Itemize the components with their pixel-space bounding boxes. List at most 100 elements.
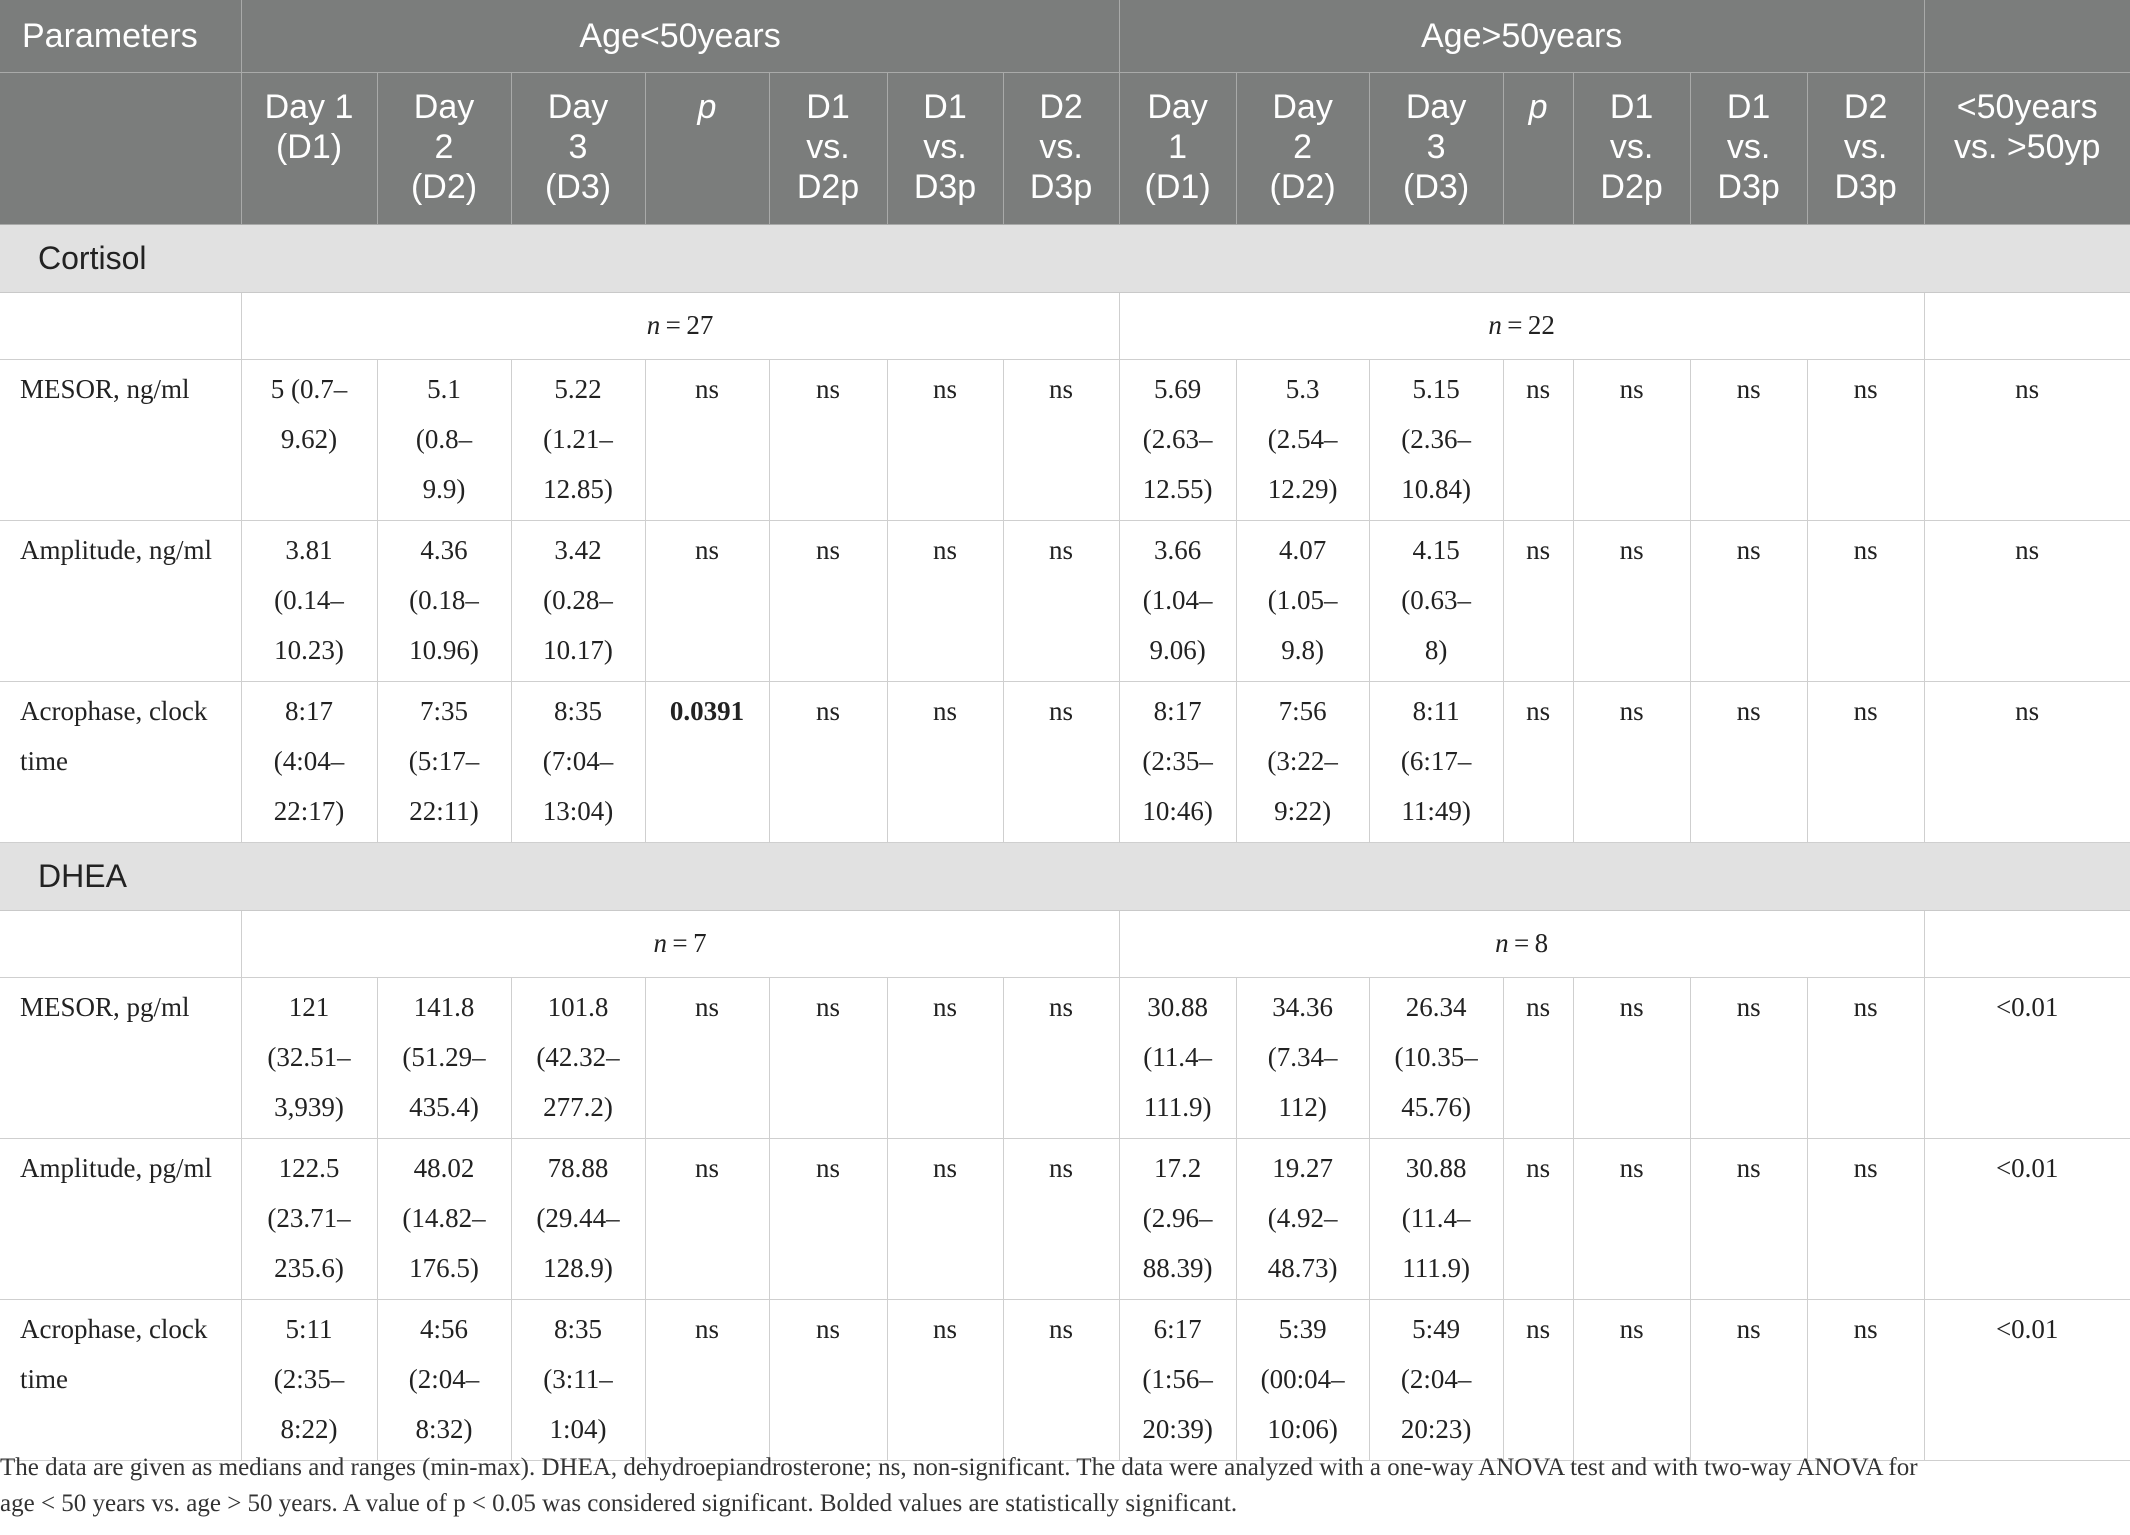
table-cell: ns — [1573, 681, 1691, 843]
table-cell: ns — [1924, 520, 2130, 682]
cell-line: 45.76) — [1401, 1091, 1471, 1122]
subheader-row: Day 1 (D1) Day 2 (D2) Day 3 (D3) p D1 vs. D2p D1 vs. D… — [0, 72, 2130, 225]
cell-line: ns — [694, 1313, 719, 1344]
cell-line: 9.9) — [422, 473, 466, 504]
under50-subheader-5-l1: D1 — [923, 87, 967, 126]
sample-size-value: 22 — [1527, 310, 1555, 340]
cell-line: ns — [932, 1313, 957, 1344]
cell-line: 8:35 — [553, 1313, 602, 1344]
cell-line: 13:04) — [542, 795, 614, 826]
under50-subheader-3: p — [645, 72, 770, 225]
table-cell: 19.27 (4.92– 48.73) — [1236, 1138, 1370, 1300]
table-cell: ns — [769, 1138, 888, 1300]
cell-line: ns — [1049, 534, 1074, 565]
cell-line: ns — [1736, 373, 1761, 404]
cell-line: (2.36– — [1401, 423, 1471, 454]
cell-line: 10:46) — [1142, 795, 1213, 826]
sample-size-value: 27 — [686, 310, 714, 340]
table-row: Amplitude, ng/ml 3.81 (0.14– 10.23) 4.36 (0.1… — [0, 520, 2130, 682]
section-title: DHEA — [0, 841, 2130, 911]
cell-line: (2:04– — [1400, 1363, 1472, 1394]
table-cell: ns — [1503, 681, 1574, 843]
cell-line: 48.02 — [413, 1152, 475, 1183]
cell-line: ns — [2015, 373, 2040, 404]
results-table: Parameters Age<50years Age>50years Day 1… — [0, 0, 2130, 1461]
cell-line: <0.01 — [1995, 1313, 2059, 1344]
table-cell: ns — [645, 1138, 770, 1300]
section-row: Cortisol — [0, 223, 2130, 293]
table-cell: ns — [1573, 359, 1691, 521]
cell-line: (00:04– — [1260, 1363, 1345, 1394]
under50-subheader-1-l1: Day — [413, 87, 475, 126]
table-cell: ns — [1003, 1138, 1120, 1300]
sample-size-value: 8 — [1534, 928, 1549, 958]
cell-line: ns — [815, 1313, 840, 1344]
cell-line: ns — [1619, 695, 1644, 726]
cell-line: 9.06) — [1149, 634, 1206, 665]
cell-line: ns — [815, 534, 840, 565]
cell-line: 122.5 — [278, 1152, 340, 1183]
cell-line: 5:11 — [285, 1313, 333, 1344]
table-cell: 5:49 (2:04– 20:23) — [1369, 1299, 1504, 1461]
over50-subheader-6-l2: vs. — [1843, 127, 1888, 166]
cell-line: 0.0391 — [669, 695, 745, 726]
over50-subheader-2-l1: Day — [1405, 87, 1467, 126]
row-label: Acrophase, clock time — [0, 1299, 242, 1461]
cell-line: 8) — [1424, 634, 1448, 665]
cell-line: ns — [932, 534, 957, 565]
over50-subheader-0-l2: 1 — [1168, 127, 1188, 166]
cell-line: (4:04– — [273, 745, 345, 776]
cell-line: 5 (0.7– — [270, 373, 348, 404]
over50-subheader-4-l3: D2p — [1600, 167, 1663, 206]
cell-line: (51.29– — [402, 1041, 486, 1072]
table-cell: ns — [1503, 977, 1574, 1139]
table-cell: 122.5 (23.71– 235.6) — [241, 1138, 378, 1300]
table-cell: ns — [887, 681, 1004, 843]
cell-line: 3.42 — [554, 534, 602, 565]
cell-line: 22:11) — [409, 795, 479, 826]
cell-line: 12.29) — [1267, 473, 1338, 504]
section-title: Cortisol — [0, 223, 2130, 293]
table-cell: ns — [645, 977, 770, 1139]
table-cell: ns — [1690, 1299, 1808, 1461]
cell-line: (0.8– — [415, 423, 473, 454]
under50-subheader-4-l1: D1 — [806, 87, 850, 126]
table-cell: 78.88 (29.44– 128.9) — [511, 1138, 646, 1300]
cell-line: (11.4– — [1143, 1041, 1212, 1072]
cell-line: 78.88 — [547, 1152, 609, 1183]
age-over-50-header: Age>50years — [1119, 0, 1925, 73]
sample-size-under50: n = 7 — [241, 910, 1120, 978]
under50-subheader-6-l1: D2 — [1039, 87, 1083, 126]
cell-line: 7:35 — [419, 695, 468, 726]
table-cell: 8:17 (4:04– 22:17) — [241, 681, 378, 843]
cell-line: ns — [815, 1152, 840, 1183]
table-cell: ns — [769, 977, 888, 1139]
under50-subheader-5-l3: D3p — [913, 167, 977, 206]
table-cell: 4.36 (0.18– 10.96) — [377, 520, 512, 682]
cell-line: ns — [1049, 1313, 1074, 1344]
over50-subheader-4-l2: vs. — [1609, 127, 1654, 166]
equals-sign: = — [1508, 928, 1535, 958]
table-cell: 141.8 (51.29– 435.4) — [377, 977, 512, 1139]
cell-line: 20:39) — [1142, 1413, 1213, 1444]
cell-line: ns — [2015, 695, 2040, 726]
cell-line: (2:35– — [1142, 745, 1213, 776]
cell-line: 8:22) — [280, 1413, 338, 1444]
cell-line: (7:04– — [542, 745, 614, 776]
table-cell: 48.02 (14.82– 176.5) — [377, 1138, 512, 1300]
cell-line: ns — [1619, 373, 1644, 404]
table-cell: ns — [1573, 520, 1691, 682]
cell-line: (32.51– — [267, 1041, 351, 1072]
under50-subheader-2: Day 3 (D3) — [511, 72, 646, 225]
cell-line: (5:17– — [408, 745, 480, 776]
table-cell: ns — [1503, 1299, 1574, 1461]
cell-line: ns — [1853, 1152, 1878, 1183]
table-cell: ns — [887, 1138, 1004, 1300]
table-cell: 34.36 (7.34– 112) — [1236, 977, 1370, 1139]
cell-line: 5.15 — [1412, 373, 1460, 404]
table-cell: ns — [1924, 681, 2130, 843]
sample-size-value: 7 — [693, 928, 707, 958]
cell-line: (0.63– — [1401, 584, 1471, 615]
table-cell: ns — [1690, 520, 1808, 682]
table-cell: 8:35 (7:04– 13:04) — [511, 681, 646, 843]
